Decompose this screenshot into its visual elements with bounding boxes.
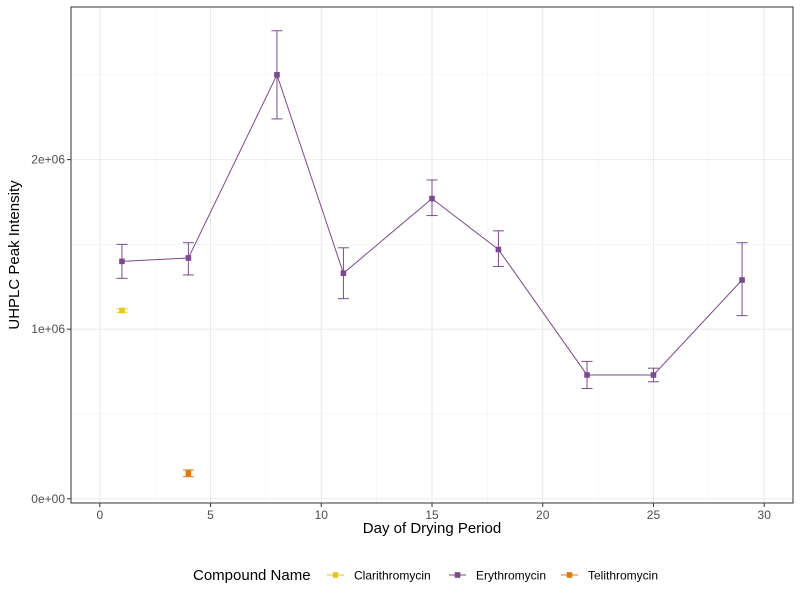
- x-axis: 0 5 10 15 20 25 30: [96, 503, 771, 522]
- legend-label: Clarithromycin: [354, 569, 431, 583]
- data-point: [185, 255, 192, 261]
- data-point: [739, 277, 745, 283]
- legend-item-erythromycin: Erythromycin: [449, 569, 546, 583]
- series-erythromycin: [116, 30, 748, 390]
- y-tick-label: 2e+06: [31, 153, 65, 167]
- x-tick-label: 0: [96, 508, 103, 522]
- legend-key-marker: [332, 572, 339, 578]
- data-point: [119, 258, 125, 265]
- legend-item-clarithromycin: Clarithromycin: [327, 569, 431, 583]
- series-clarithromycin: [116, 307, 128, 314]
- legend-title: Compound Name: [193, 567, 311, 584]
- y-axis-title: UHPLC Peak Intensity: [6, 180, 23, 330]
- data-point: [119, 307, 125, 314]
- legend-label: Erythromycin: [476, 569, 546, 583]
- data-point: [429, 195, 435, 202]
- legend-label: Telithromycin: [588, 569, 658, 583]
- data-point: [185, 470, 192, 477]
- data-point: [495, 246, 502, 253]
- y-tick-label: 0e+00: [31, 492, 65, 506]
- series-telithromycin: [182, 469, 194, 478]
- x-tick-label: 30: [758, 508, 772, 522]
- data-point: [584, 372, 590, 378]
- y-axis: 0e+00 1e+06 2e+06: [31, 153, 71, 506]
- x-tick-label: 25: [647, 508, 661, 522]
- x-axis-title: Day of Drying Period: [363, 520, 501, 537]
- data-point: [340, 270, 347, 277]
- legend-key-marker: [566, 572, 573, 578]
- series-layer: [116, 30, 748, 478]
- legend-item-telithromycin: Telithromycin: [561, 569, 658, 583]
- legend: Compound Name Clarithromycin Erythromycin…: [193, 567, 658, 584]
- x-tick-label: 15: [425, 508, 439, 522]
- data-point: [650, 372, 657, 378]
- x-tick-label: 20: [536, 508, 550, 522]
- data-point: [274, 72, 280, 78]
- x-tick-label: 10: [315, 508, 329, 522]
- major-gridlines: [71, 7, 793, 503]
- legend-key-marker: [454, 572, 461, 578]
- y-tick-label: 1e+06: [31, 322, 65, 336]
- x-tick-label: 5: [207, 508, 214, 522]
